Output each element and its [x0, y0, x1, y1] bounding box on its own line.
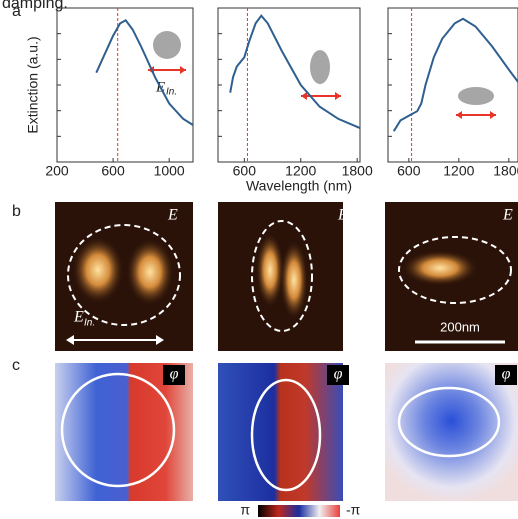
scale-bar-label: 200nm — [440, 319, 480, 334]
x-tick-label: 1000 — [154, 163, 185, 179]
axes-frame — [56, 7, 194, 163]
panel-label: a — [12, 3, 21, 20]
field-label: E — [73, 309, 84, 326]
field-label: E — [167, 207, 178, 224]
spectrum-line — [95, 19, 194, 126]
x-tick-label: 1800 — [493, 163, 518, 179]
panel-label: b — [12, 203, 21, 220]
header-fragment: damping. — [2, 0, 68, 12]
phase-label: φ — [502, 366, 511, 383]
phase-label: φ — [334, 366, 343, 383]
nearfield-maps — [55, 202, 518, 351]
field-label: E — [502, 207, 513, 224]
x-tick-label: 600 — [101, 163, 125, 179]
x-tick-label: 1200 — [285, 163, 316, 179]
spectrum-line — [229, 14, 361, 130]
x-axis-label: Wavelength (nm) — [246, 178, 352, 194]
colorbar-label: π — [240, 502, 250, 518]
axes-frame — [387, 7, 518, 163]
phase-label: φ — [170, 366, 179, 383]
colorbar-label: -π — [346, 502, 361, 518]
spectrum-line — [392, 17, 518, 132]
x-tick-label: 600 — [397, 163, 421, 179]
x-tick-label: 1800 — [342, 163, 373, 179]
phase-maps — [55, 363, 518, 517]
field-subscript: In. — [84, 318, 95, 329]
axes-frame — [217, 7, 361, 163]
inset — [148, 31, 496, 119]
x-tick-label: 200 — [45, 163, 69, 179]
field-subscript: In. — [166, 87, 177, 98]
x-tick-label: 1200 — [443, 163, 474, 179]
x-tick-label: 600 — [233, 163, 257, 179]
panel-label: c — [12, 357, 20, 374]
y-axis-label: Extinction (a.u.) — [25, 36, 41, 133]
field-label: E — [337, 207, 348, 224]
